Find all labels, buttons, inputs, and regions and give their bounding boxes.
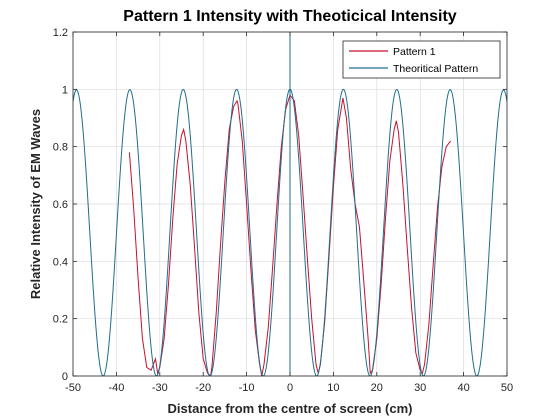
legend-box (342, 40, 501, 79)
y-tick-label: 1.2 (53, 27, 68, 39)
x-tick-label: -20 (195, 382, 211, 394)
x-tick-label: -50 (65, 382, 81, 394)
y-tick-label: 0 (62, 371, 68, 383)
x-tick-label: -10 (239, 382, 255, 394)
x-tick-label: 30 (414, 382, 426, 394)
legend-label-theoritical-pattern: Theoritical Pattern (393, 63, 478, 75)
series-layer (73, 32, 507, 376)
x-tick-label: -40 (108, 382, 124, 394)
y-tick-label: 0.2 (53, 314, 68, 326)
x-tick-label: 20 (371, 382, 383, 394)
x-tick-label: 40 (457, 382, 469, 394)
y-tick-label: 0.4 (53, 256, 68, 268)
legend-label-pattern-1: Pattern 1 (393, 46, 436, 58)
chart-title: Pattern 1 Intensity with Theoticical Int… (123, 8, 457, 25)
y-tick-label: 1 (62, 84, 68, 96)
y-axis-title: Relative Intensity of EM Waves (28, 109, 43, 299)
x-tick-label: -30 (152, 382, 168, 394)
series-line-pattern-1 (128, 93, 451, 376)
x-tick-label: 50 (501, 382, 513, 394)
y-tick-label: 0.6 (53, 199, 68, 211)
axis-ticks: -50 -40 -30 -20 -10 0 10 20 30 40 50 0 0.2 0.4 0.6 0.8 1… (53, 27, 513, 394)
x-tick-label: 10 (327, 382, 339, 394)
x-tick-label: 0 (287, 382, 293, 394)
legend: Pattern 1 Theoritical Pattern (342, 40, 501, 79)
y-tick-label: 0.8 (53, 142, 68, 154)
x-axis-title: Distance from the centre of screen (cm) (168, 401, 413, 416)
